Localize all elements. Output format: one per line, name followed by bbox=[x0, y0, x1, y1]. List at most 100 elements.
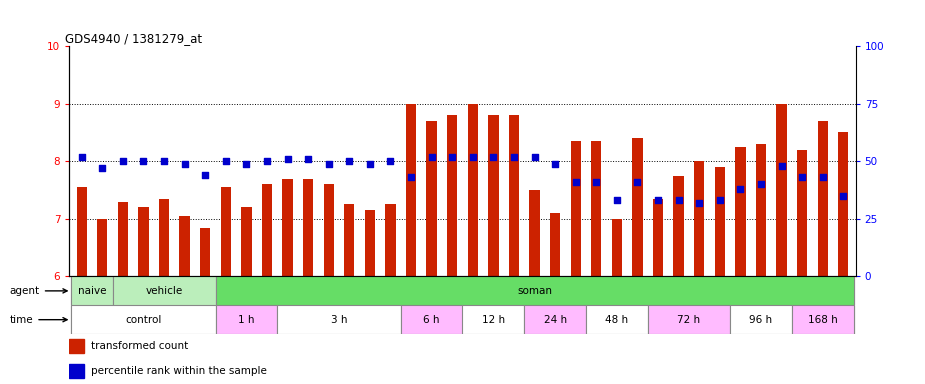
Bar bbox=[633, 138, 643, 276]
Bar bbox=[69, 339, 83, 353]
Point bbox=[795, 174, 809, 180]
Point bbox=[774, 163, 789, 169]
Bar bbox=[221, 187, 231, 276]
Bar bbox=[69, 364, 83, 378]
Bar bbox=[673, 176, 684, 276]
Bar bbox=[77, 187, 87, 276]
Bar bbox=[200, 227, 210, 276]
Point bbox=[507, 154, 522, 160]
Point bbox=[650, 197, 665, 204]
Bar bbox=[611, 219, 622, 276]
Point bbox=[363, 161, 377, 167]
Point bbox=[610, 197, 624, 204]
Point bbox=[156, 158, 171, 164]
Point bbox=[425, 154, 439, 160]
Bar bbox=[216, 276, 854, 305]
Point bbox=[465, 154, 480, 160]
Text: transformed count: transformed count bbox=[92, 341, 189, 351]
Text: 12 h: 12 h bbox=[482, 314, 505, 325]
Bar bbox=[447, 115, 457, 276]
Bar bbox=[524, 305, 586, 334]
Point bbox=[198, 172, 213, 178]
Bar bbox=[97, 219, 107, 276]
Text: time: time bbox=[9, 314, 68, 325]
Text: 72 h: 72 h bbox=[677, 314, 700, 325]
Bar bbox=[529, 190, 539, 276]
Bar bbox=[179, 216, 190, 276]
Bar bbox=[71, 276, 113, 305]
Point bbox=[321, 161, 336, 167]
Point bbox=[136, 158, 151, 164]
Point bbox=[178, 161, 192, 167]
Point bbox=[74, 154, 89, 160]
Text: 3 h: 3 h bbox=[331, 314, 347, 325]
Point bbox=[815, 174, 830, 180]
Bar bbox=[386, 204, 396, 276]
Text: soman: soman bbox=[517, 286, 552, 296]
Bar bbox=[216, 305, 278, 334]
Point bbox=[672, 197, 686, 204]
Point bbox=[218, 158, 233, 164]
Bar bbox=[730, 305, 792, 334]
Point bbox=[486, 154, 500, 160]
Bar bbox=[818, 121, 828, 276]
Bar bbox=[648, 305, 730, 334]
Point bbox=[301, 156, 315, 162]
Text: control: control bbox=[125, 314, 162, 325]
Bar bbox=[797, 150, 808, 276]
Text: 96 h: 96 h bbox=[749, 314, 772, 325]
Bar bbox=[262, 184, 272, 276]
Bar bbox=[509, 115, 519, 276]
Bar bbox=[401, 305, 462, 334]
Bar bbox=[139, 207, 149, 276]
Bar bbox=[241, 207, 252, 276]
Point bbox=[630, 179, 645, 185]
Bar bbox=[278, 305, 401, 334]
Bar bbox=[71, 305, 216, 334]
Bar bbox=[776, 104, 786, 276]
Bar bbox=[715, 167, 725, 276]
Text: GDS4940 / 1381279_at: GDS4940 / 1381279_at bbox=[66, 32, 203, 45]
Text: 48 h: 48 h bbox=[605, 314, 628, 325]
Bar bbox=[426, 121, 437, 276]
Bar bbox=[117, 202, 128, 276]
Text: 6 h: 6 h bbox=[424, 314, 440, 325]
Bar bbox=[694, 161, 704, 276]
Point bbox=[692, 200, 707, 206]
Bar bbox=[756, 144, 766, 276]
Point bbox=[280, 156, 295, 162]
Bar bbox=[344, 204, 354, 276]
Bar bbox=[303, 179, 314, 276]
Text: naive: naive bbox=[78, 286, 106, 296]
Point bbox=[342, 158, 357, 164]
Point bbox=[95, 165, 110, 171]
Bar bbox=[364, 210, 375, 276]
Bar bbox=[653, 199, 663, 276]
Bar bbox=[282, 179, 292, 276]
Point bbox=[116, 158, 130, 164]
Bar bbox=[571, 141, 581, 276]
Bar bbox=[550, 213, 561, 276]
Point bbox=[754, 181, 769, 187]
Point bbox=[836, 193, 851, 199]
Bar bbox=[113, 276, 216, 305]
Text: 168 h: 168 h bbox=[808, 314, 837, 325]
Text: 24 h: 24 h bbox=[544, 314, 567, 325]
Point bbox=[403, 174, 418, 180]
Bar bbox=[406, 104, 416, 276]
Point bbox=[568, 179, 583, 185]
Bar bbox=[159, 199, 169, 276]
Point bbox=[527, 154, 542, 160]
Bar bbox=[468, 104, 478, 276]
Text: agent: agent bbox=[9, 286, 68, 296]
Point bbox=[589, 179, 604, 185]
Point bbox=[445, 154, 460, 160]
Text: vehicle: vehicle bbox=[145, 286, 182, 296]
Point bbox=[239, 161, 253, 167]
Point bbox=[383, 158, 398, 164]
Point bbox=[260, 158, 275, 164]
Bar bbox=[591, 141, 601, 276]
Bar bbox=[735, 147, 746, 276]
Bar bbox=[792, 305, 854, 334]
Bar bbox=[462, 305, 524, 334]
